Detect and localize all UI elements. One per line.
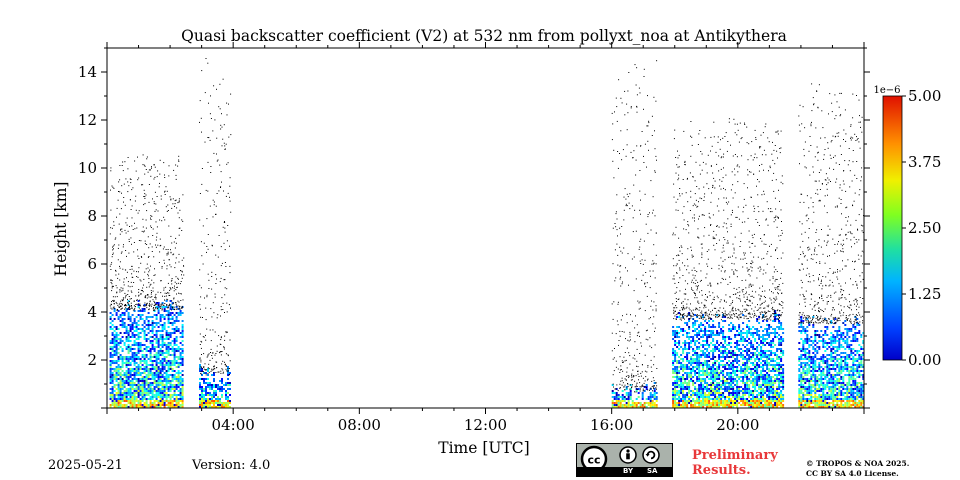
- date-label: 2025-05-21: [48, 458, 123, 473]
- data-segment: [611, 60, 658, 408]
- colorbar-tick-label: 2.50: [908, 219, 941, 237]
- x-tick-label: 16:00: [590, 416, 633, 434]
- y-tick-label: 6: [87, 255, 97, 273]
- prelim-line-1: Preliminary: [692, 448, 778, 463]
- colorbar: [882, 95, 903, 361]
- x-tick-label: 20:00: [716, 416, 759, 434]
- cc-strip: [577, 467, 672, 476]
- copyright-note: © TROPOS & NOA 2025. CC BY SA 4.0 Licens…: [806, 459, 909, 479]
- colorbar-tick-label: 3.75: [908, 153, 941, 171]
- colorbar-ticks: 0.00 1.25 2.50 3.75 5.00: [902, 87, 941, 369]
- copyright-line-2: CC BY SA 4.0 License.: [806, 469, 899, 478]
- x-axis: 04:00 08:00 12:00 16:00 20:00: [106, 42, 865, 434]
- y-tick-label: 14: [78, 63, 97, 81]
- prelim-line-2: Results.: [692, 463, 751, 478]
- y-tick-label: 10: [78, 159, 97, 177]
- cc-by-label: BY: [623, 467, 634, 475]
- cc-sa-label: SA: [647, 467, 658, 475]
- version-label: Version: 4.0: [192, 458, 271, 473]
- colorbar-tick-label: 0.00: [908, 351, 941, 369]
- colorbar-tick-label: 1.25: [908, 285, 941, 303]
- y-axis: 2 4 6 8 10 12 14: [78, 47, 870, 409]
- x-tick-label: 08:00: [338, 416, 381, 434]
- x-tick-label: 04:00: [212, 416, 255, 434]
- x-tick-label: 12:00: [464, 416, 507, 434]
- y-tick-label: 12: [78, 111, 97, 129]
- y-tick-label: 4: [87, 303, 97, 321]
- backscatter-data: [109, 58, 864, 408]
- x-axis-label: Time [UTC]: [438, 439, 529, 457]
- chart-title: Quasi backscatter coefficient (V2) at 53…: [181, 27, 787, 45]
- share-alike-icon: [642, 446, 660, 464]
- data-segment: [199, 58, 232, 408]
- copyright-line-1: © TROPOS & NOA 2025.: [806, 459, 910, 468]
- data-segment: [672, 118, 785, 408]
- y-tick-label: 2: [87, 351, 97, 369]
- preliminary-results-note: Preliminary Results.: [692, 448, 778, 478]
- data-segment: [798, 83, 864, 408]
- y-tick-label: 8: [87, 207, 97, 225]
- cc-license-badge[interactable]: cc BY SA: [576, 443, 673, 477]
- colorbar-exponent-label: 1e−6: [873, 85, 900, 96]
- colorbar-tick-label: 5.00: [908, 87, 941, 105]
- data-segment: [109, 154, 185, 408]
- y-axis-label: Height [km]: [52, 182, 70, 277]
